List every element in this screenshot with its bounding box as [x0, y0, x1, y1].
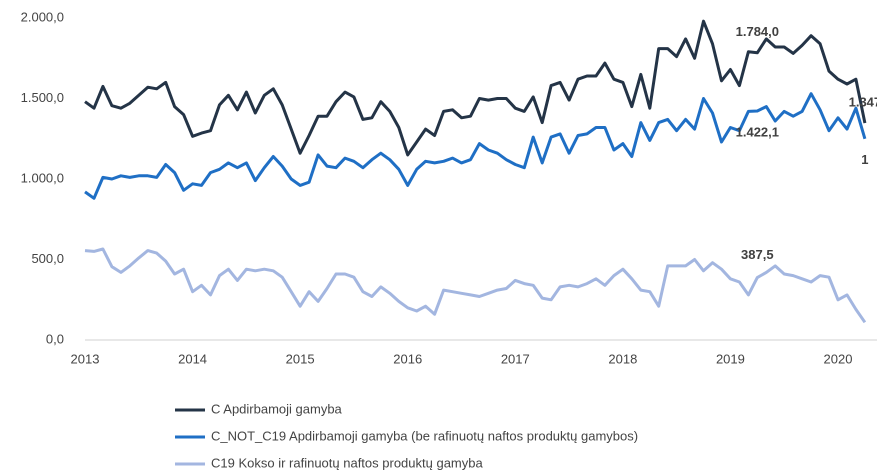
legend-label: C_NOT_C19 Apdirbamoji gamyba (be rafinuo…: [211, 428, 638, 443]
x-tick-label: 2013: [71, 351, 100, 366]
x-tick-label: 2015: [286, 351, 315, 366]
y-tick-label: 0,0: [46, 331, 64, 346]
x-tick-label: 2014: [178, 351, 207, 366]
x-tick-label: 2019: [716, 351, 745, 366]
x-tick-label: 2018: [608, 351, 637, 366]
series-line: [84, 19, 867, 157]
x-tick-label: 2017: [501, 351, 530, 366]
y-tick-label: 1.500,0: [21, 90, 64, 105]
x-tick-label: 2016: [393, 351, 422, 366]
y-tick-label: 500,0: [31, 251, 64, 266]
legend-label: C19 Kokso ir rafinuotų naftos produktų g…: [211, 455, 483, 470]
y-tick-label: 2.000,0: [21, 9, 64, 24]
series-line: [84, 92, 867, 200]
data-label: 1.422,1: [736, 124, 779, 139]
series-line: [84, 247, 867, 324]
data-label: 387,5: [741, 247, 774, 262]
y-tick-label: 1.000,0: [21, 170, 64, 185]
data-label: 1: [861, 152, 868, 167]
data-label: 1.784,0: [736, 24, 779, 39]
legend-label: C Apdirbamoji gamyba: [211, 401, 343, 416]
data-label: 1.347: [849, 95, 877, 110]
x-tick-label: 2020: [824, 351, 853, 366]
